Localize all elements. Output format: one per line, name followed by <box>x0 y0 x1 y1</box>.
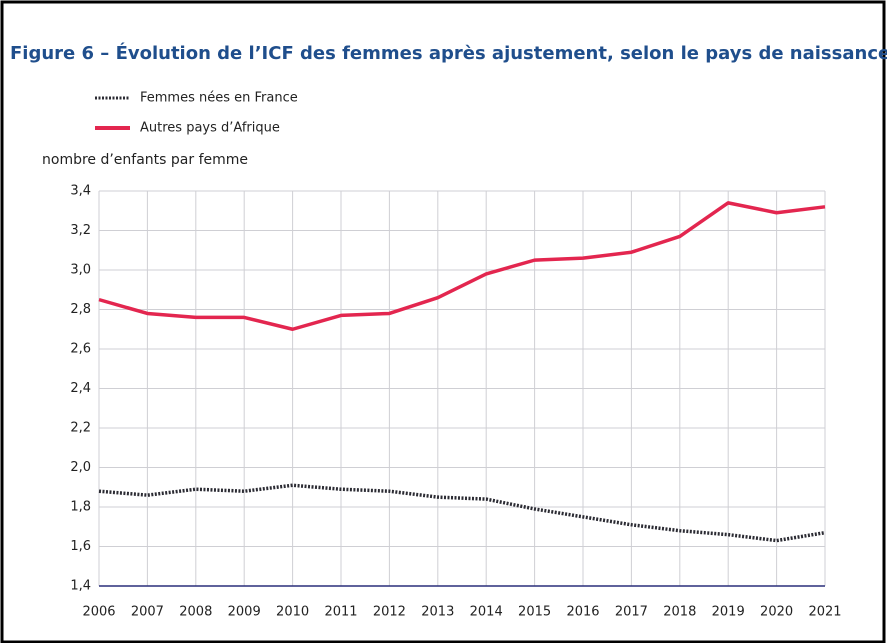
x-tick-label: 2012 <box>373 605 406 620</box>
y-tick-label: 1,6 <box>70 539 91 554</box>
y-tick-label: 1,8 <box>70 500 91 515</box>
x-tick-label: 2007 <box>131 605 164 620</box>
y-tick-label: 2,8 <box>70 302 91 317</box>
y-tick-label: 3,0 <box>70 263 91 278</box>
y-tick-label: 3,4 <box>70 184 91 199</box>
x-tick-label: 2016 <box>566 605 599 620</box>
series-line <box>98 483 826 543</box>
series-line <box>98 201 826 331</box>
x-tick-label: 2006 <box>82 605 115 620</box>
x-tick-label: 2008 <box>179 605 212 620</box>
x-tick-label: 2015 <box>518 605 551 620</box>
x-tick-label: 2017 <box>615 605 648 620</box>
y-axis-label: nombre d’enfants par femme <box>42 152 248 168</box>
x-tick-label: 2010 <box>276 605 309 620</box>
y-tick-label: 1,4 <box>70 579 91 594</box>
x-tick-label: 2009 <box>228 605 261 620</box>
y-tick-label: 2,0 <box>70 460 91 475</box>
x-tick-label: 2019 <box>712 605 745 620</box>
x-tick-label: 2013 <box>421 605 454 620</box>
x-tick-label: 2011 <box>324 605 357 620</box>
x-tick-label: 2020 <box>760 605 793 620</box>
x-tick-label: 2014 <box>470 605 503 620</box>
legend-label: Femmes nées en France <box>140 91 298 106</box>
y-tick-label: 2,2 <box>70 421 91 436</box>
chart-title: Figure 6 – Évolution de l’ICF des femmes… <box>10 42 887 64</box>
x-tick-label: 2021 <box>808 605 841 620</box>
y-tick-label: 2,6 <box>70 342 91 357</box>
y-tick-label: 3,2 <box>70 223 91 238</box>
y-tick-label: 2,4 <box>70 381 91 396</box>
legend-label: Autres pays d’Afrique <box>140 121 280 136</box>
x-tick-label: 2018 <box>663 605 696 620</box>
